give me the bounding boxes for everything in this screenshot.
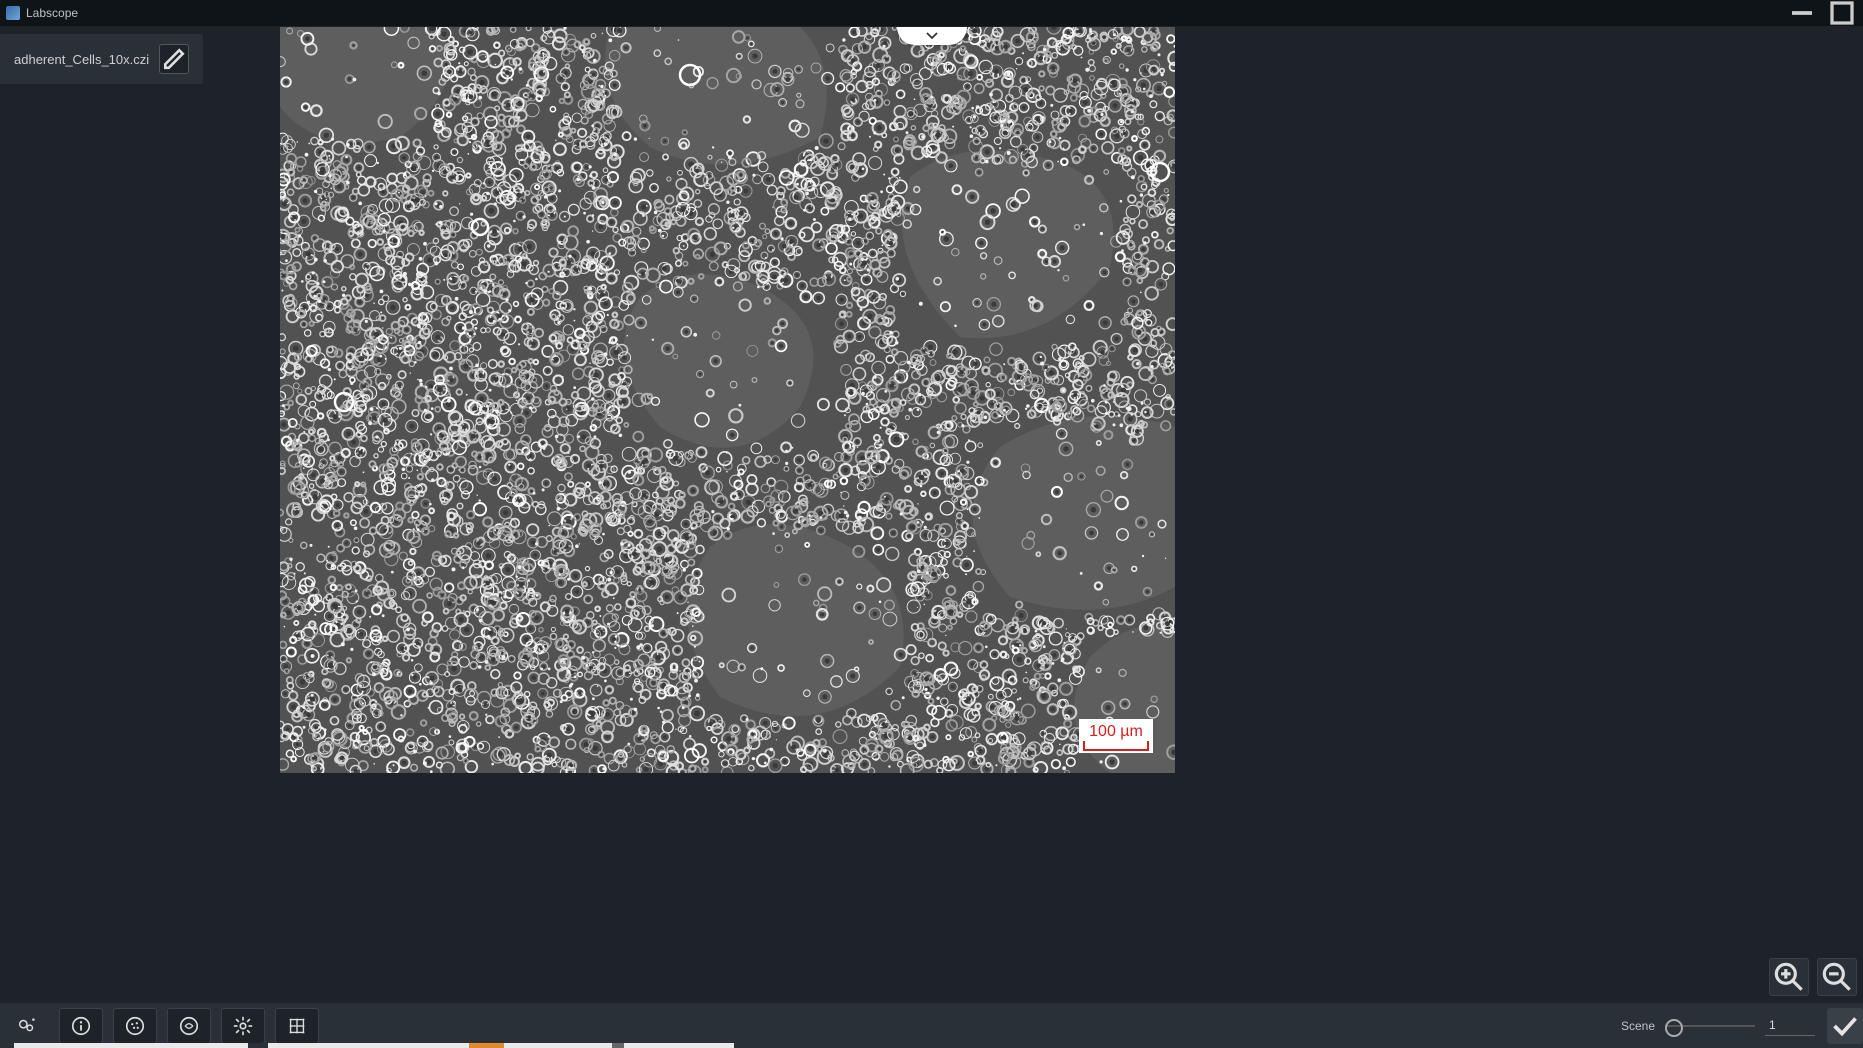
ai-detect-button[interactable]: [5, 1008, 49, 1044]
file-name: adherent_Cells_10x.czi: [14, 52, 149, 67]
grid-view-button[interactable]: [275, 1008, 319, 1044]
count-cells-button[interactable]: [167, 1008, 211, 1044]
timeline-strip[interactable]: [14, 1043, 734, 1048]
edit-filename-button[interactable]: [159, 44, 189, 74]
count-colonies-button[interactable]: [113, 1008, 157, 1044]
image-viewport[interactable]: [280, 27, 1175, 773]
scale-bar: 100 µm: [1079, 719, 1153, 753]
file-tab-row: adherent_Cells_10x.czi: [0, 34, 203, 84]
scene-selector: Scene: [1621, 1016, 1815, 1036]
app-title: Labscope: [26, 6, 78, 20]
confirm-button[interactable]: [1827, 1008, 1863, 1044]
zoom-out-button[interactable]: [1817, 958, 1857, 996]
app-icon: [6, 6, 20, 20]
bottom-toolbar: Scene: [0, 1003, 1863, 1048]
viewer-dropdown-tab[interactable]: [897, 27, 967, 45]
titlebar: Labscope: [0, 0, 1863, 26]
file-tab[interactable]: adherent_Cells_10x.czi: [0, 34, 203, 84]
scene-slider[interactable]: [1665, 1025, 1755, 1027]
window-maximize-button[interactable]: [1827, 3, 1857, 23]
zoom-in-button[interactable]: [1769, 958, 1809, 996]
scene-label: Scene: [1621, 1019, 1655, 1033]
scene-number-input[interactable]: [1765, 1016, 1815, 1036]
info-button[interactable]: [59, 1008, 103, 1044]
settings-button[interactable]: [221, 1008, 265, 1044]
scale-bar-label: 100 µm: [1089, 723, 1143, 741]
scale-bar-line: [1083, 741, 1149, 751]
window-minimize-button[interactable]: [1787, 3, 1817, 23]
